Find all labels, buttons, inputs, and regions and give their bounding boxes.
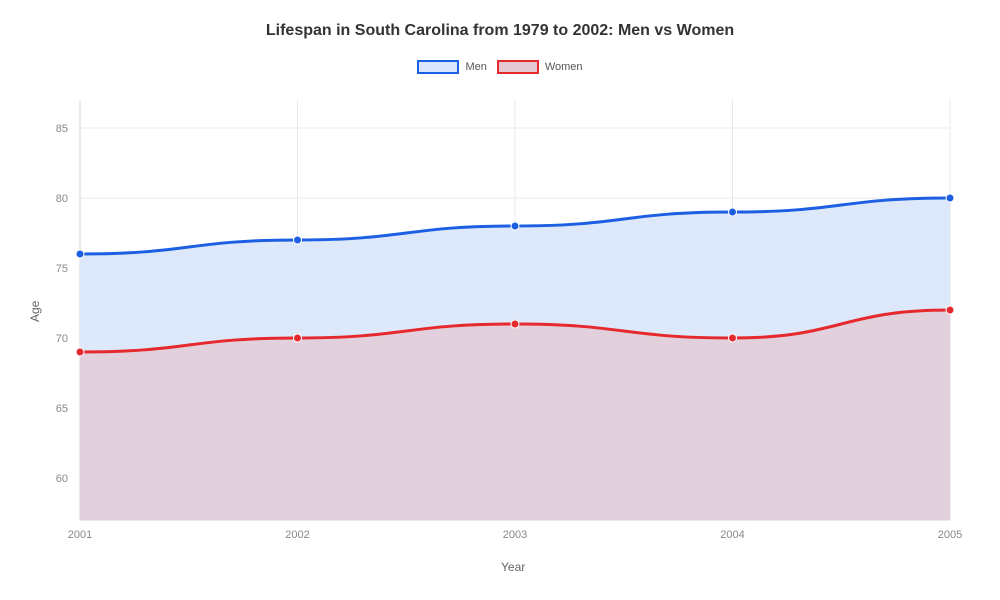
marker-men [294, 236, 302, 244]
marker-men [511, 222, 519, 230]
y-tick-label: 65 [56, 403, 68, 415]
y-axis-label: Age [28, 301, 42, 322]
chart-container: Lifespan in South Carolina from 1979 to … [0, 0, 1000, 600]
marker-men [729, 208, 737, 216]
x-tick-label: 2005 [938, 529, 962, 541]
y-tick-label: 70 [56, 333, 68, 345]
marker-women [729, 334, 737, 342]
y-tick-label: 60 [56, 473, 68, 485]
marker-women [946, 306, 954, 314]
y-tick-label: 75 [56, 263, 68, 275]
chart-svg: 60 65 70 75 80 85 2001 2002 2003 2004 2005 [0, 0, 1000, 600]
x-axis-label: Year [501, 560, 525, 574]
y-tick-label: 80 [56, 193, 68, 205]
marker-women [76, 348, 84, 356]
marker-men [946, 194, 954, 202]
marker-women [511, 320, 519, 328]
marker-men [76, 250, 84, 258]
marker-women [294, 334, 302, 342]
x-tick-label: 2002 [285, 529, 309, 541]
y-tick-label: 85 [56, 123, 68, 135]
x-tick-label: 2001 [68, 529, 92, 541]
x-tick-label: 2003 [503, 529, 527, 541]
x-tick-label: 2004 [720, 529, 744, 541]
